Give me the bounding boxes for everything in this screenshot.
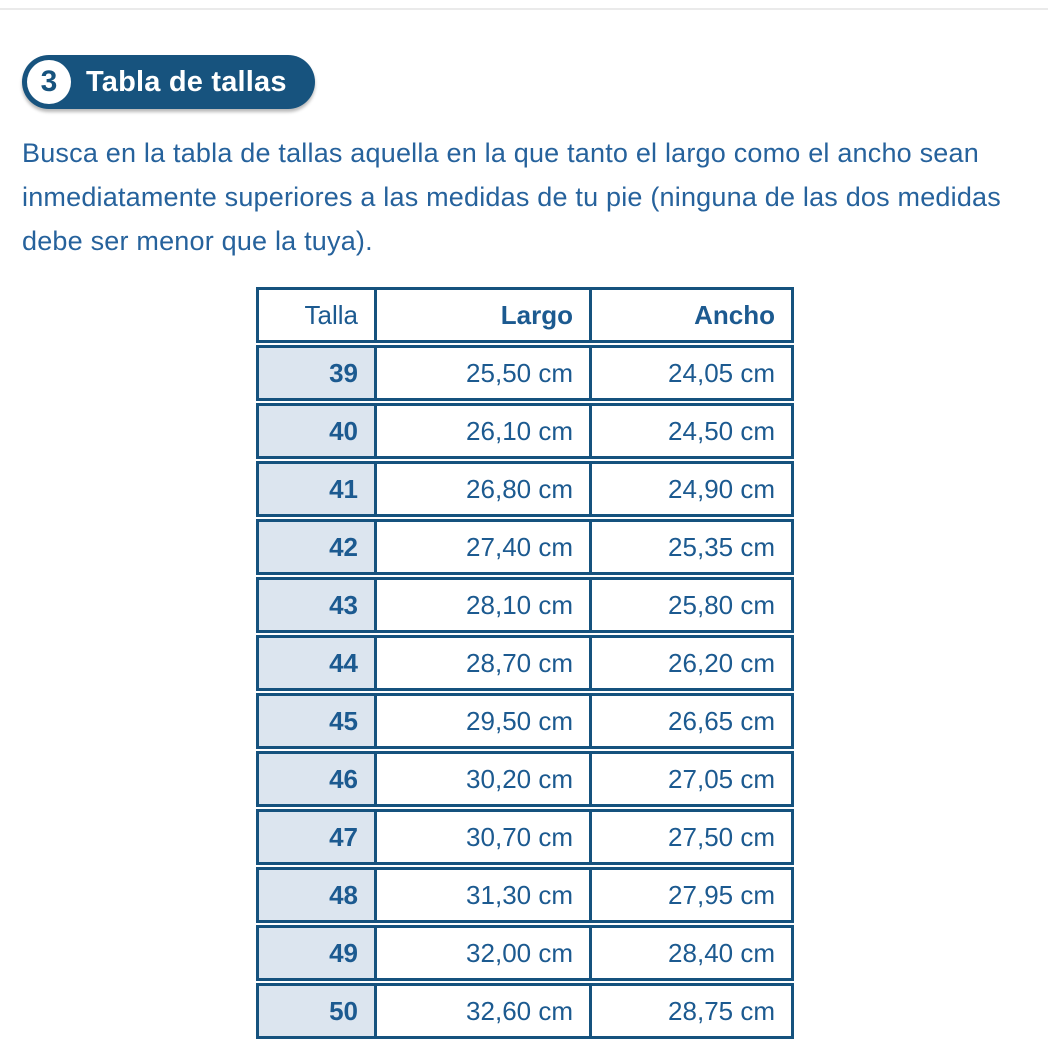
length-cell: 30,70 cm: [374, 812, 589, 862]
table-row: 42 27,40 cm 25,35 cm: [256, 519, 794, 575]
size-cell: 49: [259, 928, 374, 978]
table-row: 44 28,70 cm 26,20 cm: [256, 635, 794, 691]
size-cell: 50: [259, 986, 374, 1036]
length-cell: 25,50 cm: [374, 348, 589, 398]
length-cell: 27,40 cm: [374, 522, 589, 572]
size-cell: 40: [259, 406, 374, 456]
size-cell: 39: [259, 348, 374, 398]
table-header-row: Talla Largo Ancho: [256, 287, 794, 343]
length-cell: 30,20 cm: [374, 754, 589, 804]
width-cell: 27,95 cm: [589, 870, 791, 920]
width-cell: 24,50 cm: [589, 406, 791, 456]
size-cell: 47: [259, 812, 374, 862]
header-cell-largo: Largo: [374, 290, 589, 340]
width-cell: 24,90 cm: [589, 464, 791, 514]
table-row: 39 25,50 cm 24,05 cm: [256, 345, 794, 401]
width-cell: 28,75 cm: [589, 986, 791, 1036]
table-row: 41 26,80 cm 24,90 cm: [256, 461, 794, 517]
table-row: 43 28,10 cm 25,80 cm: [256, 577, 794, 633]
length-cell: 26,10 cm: [374, 406, 589, 456]
size-table-body: 39 25,50 cm 24,05 cm 40 26,10 cm 24,50 c…: [256, 345, 794, 1039]
length-cell: 26,80 cm: [374, 464, 589, 514]
length-cell: 29,50 cm: [374, 696, 589, 746]
size-cell: 46: [259, 754, 374, 804]
table-row: 48 31,30 cm 27,95 cm: [256, 867, 794, 923]
intro-paragraph: Busca en la tabla de tallas aquella en l…: [22, 138, 1001, 256]
length-cell: 28,70 cm: [374, 638, 589, 688]
width-cell: 28,40 cm: [589, 928, 791, 978]
size-cell: 44: [259, 638, 374, 688]
table-row: 46 30,20 cm 27,05 cm: [256, 751, 794, 807]
top-divider: [0, 8, 1048, 10]
length-cell: 32,00 cm: [374, 928, 589, 978]
width-cell: 26,20 cm: [589, 638, 791, 688]
length-cell: 28,10 cm: [374, 580, 589, 630]
table-row: 50 32,60 cm 28,75 cm: [256, 983, 794, 1039]
section-title: Tabla de tallas: [86, 65, 287, 98]
table-row: 47 30,70 cm 27,50 cm: [256, 809, 794, 865]
table-row: 45 29,50 cm 26,65 cm: [256, 693, 794, 749]
width-cell: 24,05 cm: [589, 348, 791, 398]
size-cell: 45: [259, 696, 374, 746]
width-cell: 25,35 cm: [589, 522, 791, 572]
table-row: 49 32,00 cm 28,40 cm: [256, 925, 794, 981]
size-cell: 42: [259, 522, 374, 572]
table-row: 40 26,10 cm 24,50 cm: [256, 403, 794, 459]
length-cell: 31,30 cm: [374, 870, 589, 920]
length-cell: 32,60 cm: [374, 986, 589, 1036]
section-number: 3: [40, 65, 58, 98]
header-cell-talla: Talla: [259, 290, 374, 340]
width-cell: 25,80 cm: [589, 580, 791, 630]
section-badge: 3 Tabla de tallas: [22, 55, 315, 109]
size-cell: 41: [259, 464, 374, 514]
width-cell: 26,65 cm: [589, 696, 791, 746]
size-table: Talla Largo Ancho 39 25,50 cm 24,05 cm 4…: [256, 287, 794, 1041]
width-cell: 27,50 cm: [589, 812, 791, 862]
size-cell: 43: [259, 580, 374, 630]
header-cell-ancho: Ancho: [589, 290, 791, 340]
width-cell: 27,05 cm: [589, 754, 791, 804]
section-number-circle: 3: [27, 60, 71, 104]
size-cell: 48: [259, 870, 374, 920]
